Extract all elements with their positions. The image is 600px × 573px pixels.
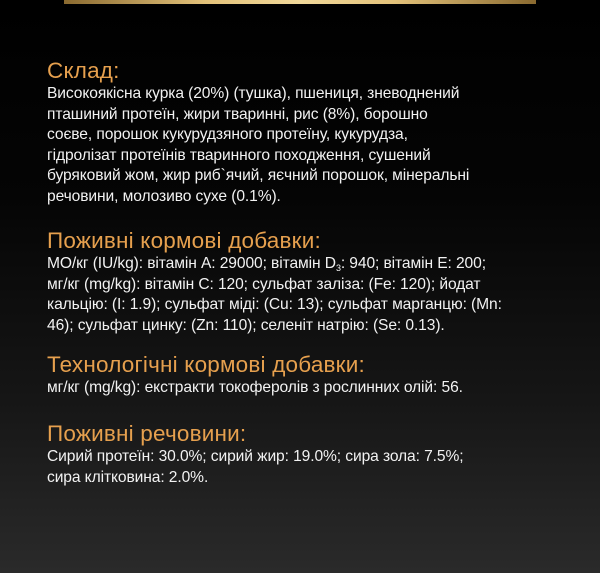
text-line: МО/кг (IU/kg): вітамін А: 29000; вітамін… <box>47 254 592 275</box>
text-line: мг/кг (mg/kg): вітамін С: 120; сульфат з… <box>47 275 481 293</box>
section-heading: Технологічні кормові добавки: <box>47 352 365 377</box>
subscript: 3 <box>335 263 341 273</box>
text-line: 46); сульфат цинку: (Zn: 110); селеніт н… <box>47 316 445 334</box>
section-nutrients: Поживні речовини: Сирий протеїн: 30.0%; … <box>47 421 592 488</box>
text-line: Високоякісна курка (20%) (тушка), пшениц… <box>47 85 460 102</box>
section-heading: Поживні кормові добавки: <box>47 228 321 253</box>
text-part: : 940; вітамін Е: 200; <box>340 255 486 272</box>
text-part: МО/кг (IU/kg): вітамін А: 29000; вітамін… <box>47 255 336 272</box>
text-line: соєве, порошок кукурудзяного протеїну, к… <box>47 126 408 143</box>
text-line: речовини, молозиво сухе (0.1%). <box>47 187 281 205</box>
section-heading: Склад: <box>47 58 120 83</box>
section-technological-additives: Технологічні кормові добавки: мг/кг (mg/… <box>47 352 592 399</box>
text-line: Сирий протеїн: 30.0%; сирий жир: 19.0%; … <box>47 448 464 465</box>
section-composition: Склад: Високоякісна курка (20%) (тушка),… <box>47 58 592 207</box>
text-line: пташиний протеїн, жири тваринні, рис (8%… <box>47 105 428 123</box>
text-line: буряковий жом, жир риб`ячий, яєчний поро… <box>47 167 470 184</box>
text-line: мг/кг (mg/kg): екстракти токоферолів з р… <box>47 379 463 396</box>
section-heading: Поживні речовини: <box>47 421 247 446</box>
text-line: кальцію: (I: 1.9); сульфат міді: (Cu: 13… <box>47 296 502 313</box>
gold-accent-bar <box>64 0 536 4</box>
text-line: гідролізат протеїнів тваринного походжен… <box>47 146 431 164</box>
section-nutritional-additives: Поживні кормові добавки: МО/кг (IU/kg): … <box>47 228 592 336</box>
text-line: сира клітковина: 2.0%. <box>47 468 209 486</box>
